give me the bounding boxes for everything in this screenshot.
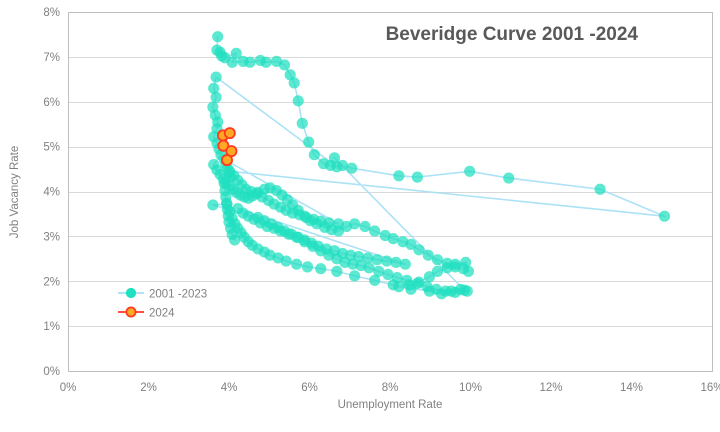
data-point xyxy=(217,139,230,152)
y-axis-title: Job Vacancy Rate xyxy=(9,146,21,238)
data-point xyxy=(229,234,241,246)
data-point xyxy=(220,154,233,167)
data-point xyxy=(431,254,444,266)
legend-marker-1 xyxy=(125,306,137,318)
data-point xyxy=(212,31,224,43)
chart-title: Beveridge Curve 2001 -2024 xyxy=(386,24,639,45)
data-point xyxy=(401,274,413,286)
data-point xyxy=(594,183,606,195)
x-axis-title: Unemployment Rate xyxy=(338,399,443,411)
data-point xyxy=(292,95,304,107)
y-tick-label: 2% xyxy=(43,276,60,288)
data-point xyxy=(411,277,423,290)
data-point xyxy=(323,217,335,229)
data-point xyxy=(346,162,358,174)
data-point xyxy=(421,281,433,293)
data-point xyxy=(336,159,349,172)
data-point xyxy=(381,255,393,267)
data-point xyxy=(328,152,341,164)
data-point xyxy=(430,283,442,295)
data-point xyxy=(423,271,436,283)
data-point xyxy=(315,263,327,275)
data-point xyxy=(331,265,343,277)
chart-legend[interactable]: 2001 -2023 2024 xyxy=(118,287,207,320)
x-tick-label: 16% xyxy=(700,382,720,394)
data-point xyxy=(260,56,272,68)
data-point xyxy=(332,218,345,230)
x-tick-label: 4% xyxy=(221,382,238,394)
y-tick-label: 6% xyxy=(43,97,60,109)
y-tick-label: 1% xyxy=(43,321,60,333)
data-point xyxy=(371,254,383,266)
data-point xyxy=(382,268,394,281)
data-point xyxy=(393,170,405,182)
legend-label-0[interactable]: 2001 -2023 xyxy=(149,289,207,301)
data-point xyxy=(301,261,314,273)
x-tick-label: 8% xyxy=(382,382,399,394)
y-tick-label: 0% xyxy=(43,366,60,378)
x-tick-label: 2% xyxy=(140,382,157,394)
data-point xyxy=(658,210,671,222)
y-tick-label: 4% xyxy=(43,187,60,199)
plot-border-rect xyxy=(68,12,713,372)
x-axis-tick-labels: 0% 2% 4% 6% 8% 10% 12% 14% 16% xyxy=(60,382,720,394)
data-point xyxy=(207,199,219,211)
data-point xyxy=(413,244,425,256)
data-point xyxy=(449,286,461,299)
data-point xyxy=(363,262,375,274)
data-point xyxy=(226,56,238,68)
data-point xyxy=(387,233,399,245)
data-point xyxy=(431,265,444,277)
y-tick-label: 7% xyxy=(43,52,60,64)
series-points xyxy=(207,31,671,300)
y-axis-tick-labels: 0% 1% 2% 3% 4% 5% 6% 7% 8% xyxy=(43,7,60,378)
y-tick-label: 5% xyxy=(43,142,60,154)
data-point xyxy=(439,285,452,297)
data-point xyxy=(359,220,371,233)
data-point xyxy=(348,218,361,230)
data-point xyxy=(422,249,434,261)
data-point xyxy=(399,258,411,270)
data-point xyxy=(464,165,476,177)
x-tick-label: 12% xyxy=(539,382,562,394)
data-point xyxy=(288,77,300,89)
data-point xyxy=(210,71,222,83)
plot-area-border xyxy=(68,12,713,372)
data-point xyxy=(391,272,403,284)
x-tick-label: 6% xyxy=(301,382,318,394)
data-point xyxy=(503,172,515,184)
x-tick-label: 14% xyxy=(620,382,643,394)
legend-marker-0 xyxy=(125,287,137,299)
data-point xyxy=(278,59,291,71)
legend-label-1[interactable]: 2024 xyxy=(149,308,175,320)
y-tick-label: 3% xyxy=(43,231,60,243)
data-point xyxy=(405,238,417,251)
data-point xyxy=(441,262,453,274)
y-tick-label: 8% xyxy=(43,7,60,19)
data-point xyxy=(291,258,303,270)
data-point xyxy=(223,127,236,140)
data-point xyxy=(390,256,402,268)
data-point xyxy=(348,270,361,282)
data-point xyxy=(308,149,320,161)
data-point xyxy=(244,56,256,68)
data-point xyxy=(458,284,471,296)
data-point xyxy=(296,117,308,129)
data-point xyxy=(303,136,315,148)
data-point xyxy=(411,171,423,183)
x-tick-label: 0% xyxy=(60,382,77,394)
data-point xyxy=(373,265,385,277)
data-point xyxy=(369,225,381,237)
data-point xyxy=(210,91,222,103)
data-point xyxy=(460,256,472,268)
x-tick-label: 10% xyxy=(459,382,482,394)
